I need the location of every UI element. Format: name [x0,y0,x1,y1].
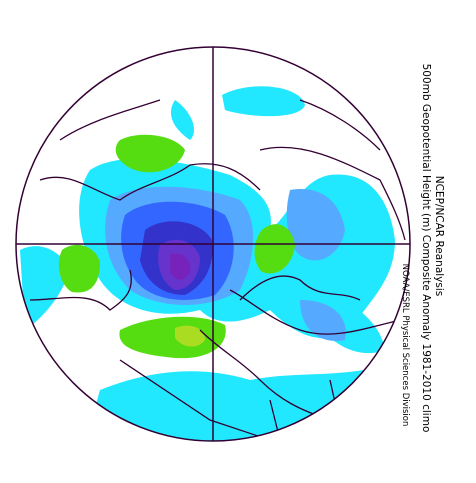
credit-label: NOAA/ESRL Physical Sciences Division [400,264,410,427]
source-label: NCEP/NCAR Reanalysis [433,176,445,297]
coastlines [29,99,406,441]
map-title: 500mb Geopotential Height (m) Composite … [420,64,432,433]
